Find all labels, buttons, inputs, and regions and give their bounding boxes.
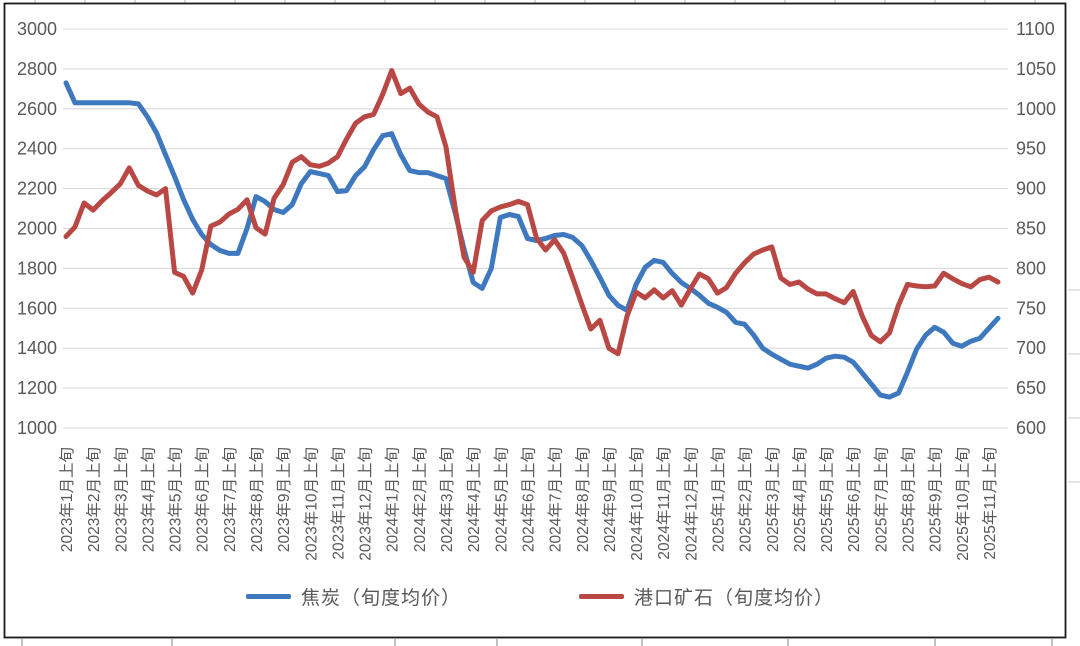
- x-axis-tick-label: 2025年4月上旬: [791, 447, 809, 552]
- right-axis-tick-label: 650: [1016, 378, 1046, 398]
- x-axis-tick-label: 2025年3月上旬: [764, 447, 782, 552]
- left-axis-tick-label: 2200: [17, 179, 57, 199]
- x-axis-tick-label: 2023年12月上旬: [357, 447, 375, 561]
- chart-border: [3, 2, 1067, 639]
- left-axis-tick-label: 2000: [17, 219, 57, 239]
- x-axis-tick-label: 2024年1月上旬: [384, 447, 402, 552]
- x-axis-tick-label: 2024年8月上旬: [574, 447, 592, 552]
- right-axis-tick-label: 1100: [1016, 19, 1055, 39]
- left-axis-tick-label: 3000: [17, 19, 57, 39]
- x-axis-tick-label: 2025年11月上旬: [981, 447, 999, 560]
- x-axis-tick-label: 2023年4月上旬: [139, 447, 157, 552]
- left-axis-tick-label: 1600: [17, 298, 57, 318]
- x-axis-tick-label: 2023年2月上旬: [85, 447, 103, 552]
- right-axis-tick-label: 800: [1016, 258, 1046, 278]
- x-axis-tick-label: 2025年10月上旬: [954, 447, 972, 561]
- x-axis-tick-label: 2023年7月上旬: [221, 447, 239, 552]
- x-axis-tick-label: 2024年5月上旬: [492, 447, 510, 552]
- right-axis-tick-label: 1000: [1016, 99, 1056, 119]
- port-ore-series-line[interactable]: [63, 68, 1001, 357]
- left-axis-tick-label: 1400: [17, 338, 57, 358]
- right-axis-tick-label: 1050: [1016, 59, 1056, 79]
- right-axis-tick-label: 600: [1016, 418, 1046, 438]
- x-axis-tick-label: 2024年7月上旬: [547, 447, 565, 552]
- left-axis-tick-label: 1200: [17, 378, 57, 398]
- x-axis-tick-label: 2025年5月上旬: [818, 447, 836, 552]
- x-axis-tick-label: 2024年3月上旬: [438, 447, 456, 552]
- x-axis-tick-label: 2024年2月上旬: [411, 447, 429, 552]
- left-axis-tick-label: 1000: [17, 418, 57, 438]
- x-axis-tick-label: 2023年6月上旬: [194, 447, 212, 552]
- coke-series-line[interactable]: [63, 80, 1001, 400]
- x-axis-tick-label: 2025年1月上旬: [709, 447, 727, 552]
- right-axis-tick-label: 850: [1016, 219, 1046, 239]
- x-axis-tick-label: 2023年1月上旬: [58, 447, 76, 552]
- x-axis-tick-label: 2024年12月上旬: [682, 447, 700, 561]
- x-axis-tick-label: 2024年9月上旬: [601, 447, 619, 552]
- right-axis-tick-label: 750: [1016, 298, 1046, 318]
- x-axis-tick-label: 2025年9月上旬: [927, 447, 945, 552]
- x-axis-tick-label: 2023年8月上旬: [248, 447, 266, 552]
- right-axis-tick-label: 700: [1016, 338, 1046, 358]
- x-axis-tick-label: 2024年10月上旬: [628, 447, 646, 561]
- x-axis-tick-label: 2023年9月上旬: [275, 447, 293, 552]
- x-axis-tick-label: 2025年7月上旬: [872, 447, 890, 552]
- left-axis-tick-label: 2600: [17, 99, 57, 119]
- x-axis-tick-label: 2025年6月上旬: [845, 447, 863, 552]
- x-axis-tick-label: 2024年4月上旬: [465, 447, 483, 552]
- x-axis-tick-label: 2025年8月上旬: [900, 447, 918, 552]
- right-axis-tick-label: 900: [1016, 179, 1046, 199]
- x-axis-tick-label: 2023年3月上旬: [112, 447, 130, 552]
- right-axis-tick-label: 950: [1016, 139, 1046, 159]
- x-axis-tick-label: 2023年10月上旬: [302, 447, 320, 561]
- left-axis-tick-label: 2400: [17, 139, 57, 159]
- left-axis-tick-label: 1800: [17, 258, 57, 278]
- x-axis-tick-label: 2025年2月上旬: [737, 447, 755, 552]
- x-axis-tick-label: 2023年5月上旬: [167, 447, 185, 552]
- x-axis-tick-label: 2024年11月上旬: [655, 447, 673, 560]
- left-axis-tick-label: 2800: [17, 59, 57, 79]
- x-axis-tick-label: 2023年11月上旬: [329, 447, 347, 560]
- x-axis-tick-label: 2024年6月上旬: [519, 447, 537, 552]
